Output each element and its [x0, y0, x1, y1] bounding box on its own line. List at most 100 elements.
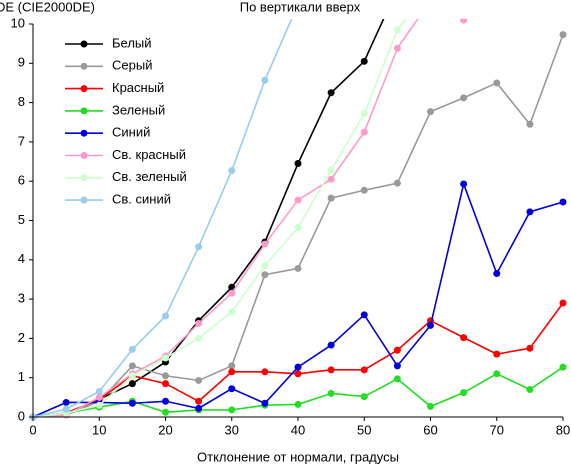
- data-point: [95, 387, 103, 395]
- data-point: [327, 175, 335, 183]
- data-point: [526, 385, 534, 393]
- data-point: [294, 160, 302, 168]
- legend-label: Св. зеленый: [112, 169, 187, 184]
- data-point: [460, 19, 468, 24]
- data-point: [162, 380, 169, 388]
- legend-marker: [80, 196, 88, 204]
- data-point: [261, 399, 269, 407]
- plot-area: [29, 19, 567, 421]
- data-point: [493, 79, 501, 87]
- data-point: [228, 283, 236, 291]
- data-point: [294, 400, 302, 408]
- data-point: [294, 264, 302, 272]
- x-tick-label: 50: [357, 422, 371, 437]
- data-point: [128, 345, 136, 353]
- data-point: [460, 180, 468, 188]
- y-tick-label: 3: [18, 291, 25, 306]
- data-point: [228, 167, 236, 175]
- data-point: [493, 370, 501, 378]
- data-point: [493, 350, 501, 358]
- data-point: [327, 89, 335, 97]
- data-point: [294, 363, 302, 371]
- data-point: [128, 380, 136, 388]
- data-point: [493, 270, 501, 278]
- y-tick-label: 8: [18, 94, 25, 109]
- data-point: [360, 366, 368, 374]
- data-point: [526, 344, 534, 352]
- data-point: [427, 108, 434, 116]
- data-point: [360, 186, 368, 194]
- data-point: [162, 312, 169, 320]
- legend-label: Св. синий: [112, 192, 171, 207]
- data-point: [228, 385, 236, 393]
- data-point: [360, 393, 368, 401]
- data-point: [294, 224, 302, 232]
- data-point: [95, 401, 103, 409]
- legend-label: Зеленый: [112, 102, 165, 117]
- data-point: [393, 375, 401, 383]
- data-point: [360, 311, 368, 319]
- y-tick-label: 4: [18, 251, 25, 266]
- data-point: [228, 368, 236, 376]
- data-point: [427, 321, 434, 329]
- data-point: [393, 346, 401, 354]
- data-point: [195, 397, 203, 405]
- legend-label: Серый: [112, 58, 152, 73]
- y-tick-label: 0: [18, 408, 25, 423]
- data-point: [327, 166, 335, 174]
- data-point: [162, 354, 169, 362]
- data-point: [327, 366, 335, 374]
- x-tick-label: 10: [92, 422, 106, 437]
- series-line: [32, 19, 293, 418]
- data-point: [261, 240, 269, 248]
- data-point: [559, 363, 567, 371]
- data-point: [559, 198, 567, 206]
- data-point: [195, 319, 203, 327]
- data-point: [228, 362, 236, 370]
- legend-label: Св. красный: [112, 147, 186, 162]
- data-point: [195, 376, 203, 384]
- y-tick-label: 9: [18, 55, 25, 70]
- y-tick-label: 5: [18, 212, 25, 227]
- chart-title: По вертикали вверх: [240, 0, 361, 14]
- legend-label: Синий: [112, 125, 150, 140]
- data-point: [261, 76, 269, 84]
- data-point: [195, 404, 203, 412]
- series-line: [32, 302, 564, 418]
- data-point: [460, 94, 468, 102]
- data-point: [195, 243, 203, 251]
- data-point: [393, 362, 401, 370]
- data-point: [128, 372, 136, 380]
- data-point: [526, 208, 534, 216]
- y-tick-label: 2: [18, 330, 25, 345]
- data-point: [559, 31, 567, 39]
- y-tick-label: 1: [18, 369, 25, 384]
- data-point: [526, 120, 534, 128]
- data-point: [393, 44, 401, 52]
- data-point: [559, 299, 567, 307]
- y-axis-label: DE (CIE2000DE): [0, 0, 95, 14]
- x-axis-label: Отклонение от нормали, градусы: [197, 449, 399, 464]
- x-tick-label: 30: [225, 422, 239, 437]
- data-point: [62, 405, 70, 413]
- data-point: [95, 393, 103, 401]
- data-point: [128, 399, 136, 407]
- data-point: [393, 179, 401, 187]
- data-point: [261, 271, 269, 279]
- data-point: [360, 128, 368, 136]
- data-point: [327, 341, 335, 349]
- legend-marker: [80, 85, 88, 93]
- data-point: [360, 110, 368, 118]
- data-point: [162, 408, 169, 416]
- data-point: [460, 334, 468, 342]
- data-point: [427, 402, 434, 410]
- data-point: [228, 289, 236, 297]
- y-tick-label: 7: [18, 133, 25, 148]
- data-point: [261, 262, 269, 270]
- y-tick-label: 6: [18, 173, 25, 188]
- x-tick-label: 70: [490, 422, 504, 437]
- data-point: [128, 362, 136, 370]
- data-point: [62, 398, 70, 406]
- legend-label: Белый: [112, 35, 152, 50]
